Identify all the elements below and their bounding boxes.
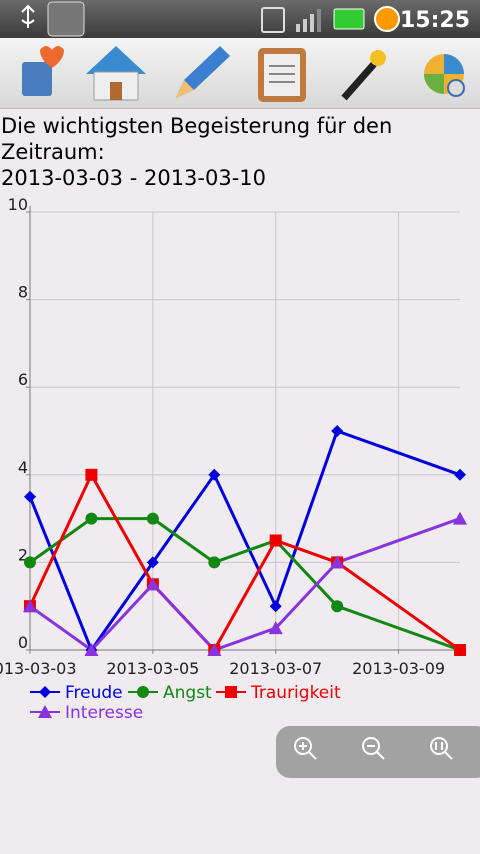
legend-label: Traurigkeit <box>250 683 341 703</box>
data-point <box>24 556 36 569</box>
legend-marker <box>225 686 237 698</box>
legend-label: Interesse <box>65 703 143 723</box>
legend-marker <box>39 686 51 698</box>
y-tick-label: 4 <box>18 458 28 477</box>
data-point <box>268 621 283 635</box>
data-point <box>85 644 98 656</box>
data-point <box>331 425 344 437</box>
series-line <box>29 517 461 652</box>
edit-button[interactable] <box>176 46 230 98</box>
zoom-out-button[interactable] <box>362 737 385 760</box>
data-point <box>208 468 221 481</box>
data-point <box>24 600 36 613</box>
zoom-in-button[interactable] <box>294 737 317 760</box>
data-point <box>269 534 282 547</box>
legend-marker <box>137 686 149 698</box>
data-point <box>208 644 221 656</box>
data-point <box>146 578 159 591</box>
data-point <box>330 555 345 569</box>
x-tick-label: 2013-03-07 <box>229 659 322 678</box>
series-line <box>28 429 461 654</box>
series-line <box>29 517 461 652</box>
series-line <box>28 471 461 653</box>
legend-marker <box>38 705 52 718</box>
x-tick-label: 2013-03-09 <box>352 659 445 678</box>
status-icons: 15:25 <box>21 1 470 37</box>
data-point <box>84 643 99 656</box>
y-tick-label: 0 <box>18 633 28 652</box>
y-tick-label: 6 <box>18 370 28 389</box>
header: Die wichtigsten Begeisterung für den Zei… <box>1 113 421 191</box>
x-tick-label: 2013-03-03 <box>0 659 76 678</box>
x-tick-label: 2013-03-05 <box>106 659 199 678</box>
notes-button[interactable] <box>258 48 306 102</box>
data-point <box>454 644 466 656</box>
header-range: 2013-03-03 - 2013-03-10 <box>1 166 267 190</box>
toolbar-icons <box>22 46 465 102</box>
data-point <box>85 468 98 481</box>
clock: 15:25 <box>400 8 470 33</box>
data-point <box>331 600 344 613</box>
toolbar <box>0 38 480 109</box>
data-point <box>146 512 159 525</box>
data-point <box>269 534 282 547</box>
legend-label: Freude <box>65 683 123 703</box>
data-point <box>85 512 98 525</box>
data-point <box>24 490 36 503</box>
wizard-button[interactable] <box>341 50 386 101</box>
data-point <box>269 600 282 613</box>
y-tick-label: 10 <box>8 195 28 214</box>
data-point <box>208 556 221 569</box>
status-bar: 15:25 <box>0 0 480 38</box>
data-point <box>454 468 466 481</box>
legend-label: Angst <box>163 683 212 703</box>
data-point <box>453 511 467 525</box>
home-button[interactable] <box>86 46 146 101</box>
data-point <box>331 556 344 569</box>
zoom-controls <box>276 726 480 778</box>
stats-button[interactable] <box>424 54 465 97</box>
data-point <box>454 644 466 656</box>
data-point <box>23 599 37 613</box>
data-point <box>145 577 160 591</box>
zoom-reset-button[interactable] <box>430 737 453 760</box>
data-point <box>207 643 222 656</box>
y-tick-label: 8 <box>18 283 28 302</box>
data-point <box>146 556 159 569</box>
y-tick-label: 2 <box>18 545 28 564</box>
header-title: Die wichtigsten Begeisterung für den Zei… <box>1 114 393 164</box>
diary-button[interactable] <box>22 46 64 96</box>
